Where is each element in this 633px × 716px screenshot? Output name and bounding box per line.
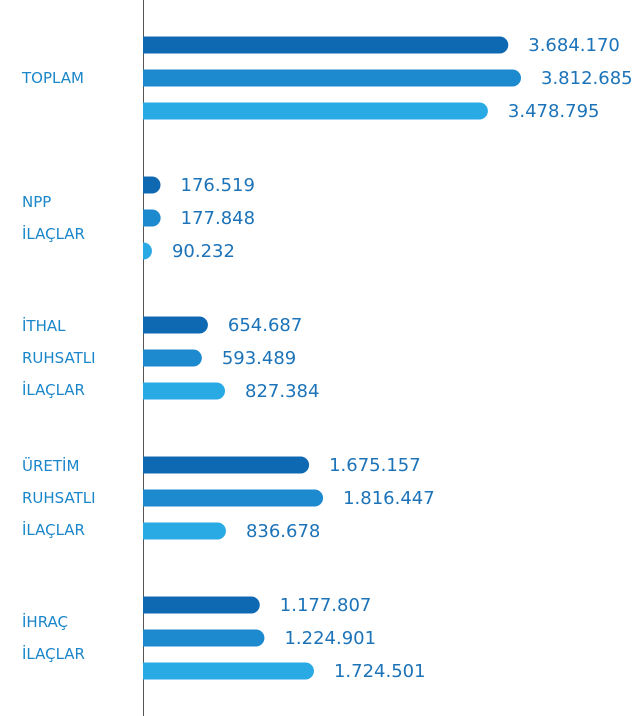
value-label: 827.384 bbox=[245, 381, 319, 402]
value-label: 1.724.501 bbox=[334, 661, 426, 682]
bar bbox=[143, 69, 521, 87]
bar bbox=[143, 102, 488, 120]
value-label: 654.687 bbox=[228, 315, 302, 336]
value-label: 593.489 bbox=[222, 348, 296, 369]
bar bbox=[143, 662, 314, 680]
value-label: 3.478.795 bbox=[508, 101, 600, 122]
bar bbox=[143, 489, 324, 507]
category-label: İHRAÇ İLAÇLAR bbox=[22, 612, 85, 663]
category-label: ÜRETİM RUHSATLI İLAÇLAR bbox=[22, 456, 96, 539]
bar bbox=[143, 176, 161, 194]
value-label: 1.224.901 bbox=[284, 628, 376, 649]
category-label: NPP İLAÇLAR bbox=[22, 193, 85, 243]
bar bbox=[143, 456, 310, 474]
category-label: TOPLAM bbox=[21, 69, 84, 87]
bar bbox=[143, 209, 161, 227]
value-label: 177.848 bbox=[181, 208, 255, 229]
value-label: 836.678 bbox=[246, 521, 320, 542]
bar bbox=[143, 36, 509, 54]
value-label: 1.816.447 bbox=[343, 488, 435, 509]
bar bbox=[143, 316, 208, 334]
value-label: 1.675.157 bbox=[329, 455, 421, 476]
value-label: 3.812.685 bbox=[541, 68, 633, 89]
value-label: 176.519 bbox=[181, 175, 255, 196]
bar bbox=[143, 349, 202, 367]
bar bbox=[143, 522, 226, 540]
category-label: İTHAL RUHSATLI İLAÇLAR bbox=[22, 316, 96, 399]
value-label: 1.177.807 bbox=[280, 595, 372, 616]
bar bbox=[143, 382, 226, 400]
value-label: 90.232 bbox=[172, 241, 235, 262]
bar bbox=[143, 242, 152, 260]
bar bbox=[143, 629, 265, 647]
bar bbox=[143, 596, 260, 614]
value-label: 3.684.170 bbox=[528, 35, 620, 56]
